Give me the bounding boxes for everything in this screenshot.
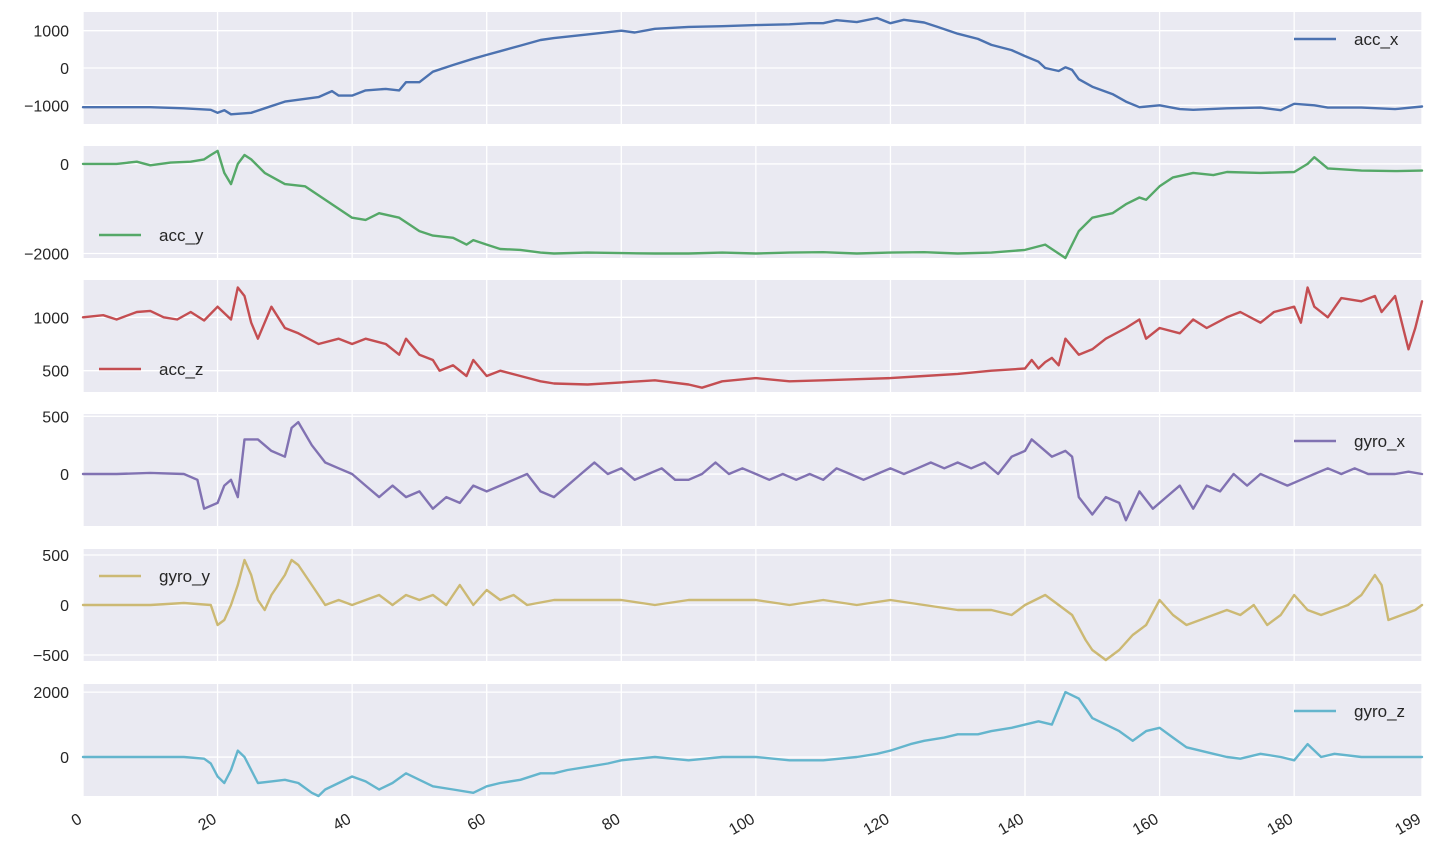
legend-label: acc_z bbox=[159, 360, 203, 379]
series-line-gyro_y bbox=[81, 558, 1424, 662]
panel-background bbox=[83, 280, 1422, 392]
legend: acc_z bbox=[99, 360, 203, 379]
y-tick-label: 500 bbox=[42, 409, 69, 426]
series-line-acc_x bbox=[81, 16, 1424, 116]
y-tick-label: 2000 bbox=[33, 685, 69, 702]
y-tick-label: −1000 bbox=[24, 98, 69, 115]
y-tick-label: 0 bbox=[60, 157, 69, 174]
series-line-acc_y bbox=[81, 149, 1424, 260]
panel-1: 0 −2000 acc_y bbox=[24, 146, 1424, 264]
panel-background bbox=[83, 414, 1422, 526]
series-line-gyro_z bbox=[81, 690, 1424, 798]
legend-label: gyro_z bbox=[1354, 702, 1405, 721]
x-tick-label: 20 bbox=[196, 811, 220, 835]
x-tick-label: 140 bbox=[995, 811, 1027, 839]
panel-5: 2000 0 gyro_z bbox=[33, 684, 1424, 798]
legend: acc_y bbox=[99, 226, 204, 245]
series-line-acc_z bbox=[81, 286, 1424, 389]
y-tick-label: −2000 bbox=[24, 247, 69, 264]
legend-label: gyro_x bbox=[1354, 432, 1406, 451]
y-tick-label: 0 bbox=[60, 750, 69, 767]
x-tick-label: 40 bbox=[330, 811, 354, 835]
x-tick-label: 199 bbox=[1392, 811, 1424, 839]
legend: gyro_z bbox=[1294, 702, 1405, 721]
panel-0: 1000 0 −1000 acc_x bbox=[24, 12, 1424, 124]
panel-background bbox=[83, 146, 1422, 258]
legend-label: gyro_y bbox=[159, 567, 211, 586]
panel-3: 500 0 gyro_x bbox=[42, 409, 1424, 526]
x-tick-label: 0 bbox=[69, 811, 85, 830]
legend: acc_x bbox=[1294, 30, 1399, 49]
legend-label: acc_y bbox=[159, 226, 204, 245]
legend: gyro_x bbox=[1294, 432, 1406, 451]
y-tick-label: 0 bbox=[60, 598, 69, 615]
panel-4: 500 0 −500 gyro_y bbox=[33, 548, 1424, 665]
x-tick-label: 80 bbox=[599, 811, 623, 835]
legend: gyro_y bbox=[99, 567, 211, 586]
y-tick-label: 0 bbox=[60, 61, 69, 78]
series-line-gyro_x bbox=[81, 420, 1424, 522]
x-tick-label: 120 bbox=[861, 811, 893, 839]
x-tick-label: 160 bbox=[1130, 811, 1162, 839]
y-tick-label: −500 bbox=[33, 648, 69, 665]
y-tick-label: 1000 bbox=[33, 24, 69, 41]
x-tick-label: 100 bbox=[726, 811, 758, 839]
y-tick-label: 0 bbox=[60, 467, 69, 484]
x-tick-label: 180 bbox=[1265, 811, 1297, 839]
y-tick-label: 1000 bbox=[33, 310, 69, 327]
y-tick-label: 500 bbox=[42, 548, 69, 565]
x-tick-label: 60 bbox=[465, 811, 489, 835]
legend-label: acc_x bbox=[1354, 30, 1399, 49]
panel-2: 1000 500 acc_z bbox=[33, 280, 1424, 392]
y-tick-label: 500 bbox=[42, 364, 69, 381]
panel-background bbox=[83, 684, 1422, 796]
